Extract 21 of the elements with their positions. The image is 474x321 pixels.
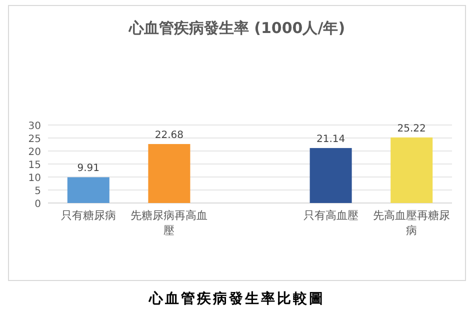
data-label: 22.68 [154, 130, 184, 142]
x-tick-label: 先糖尿病再高血壓 [130, 209, 208, 237]
y-tick-label: 15 [28, 160, 41, 171]
x-tick-label: 只有糖尿病 [60, 209, 116, 222]
y-tick-label: 5 [34, 186, 41, 197]
data-label: 21.14 [316, 134, 346, 146]
bar [390, 137, 433, 203]
y-tick-label: 25 [28, 134, 41, 145]
bar [148, 144, 190, 203]
y-tick-label: 0 [34, 199, 41, 210]
data-label: 25.22 [397, 123, 426, 134]
bar [67, 177, 110, 203]
data-label: 9.91 [77, 163, 100, 174]
text: 心血管疾病發生率比較圖 [148, 290, 325, 307]
bar [310, 148, 352, 203]
y-tick-label: 20 [28, 147, 41, 158]
chart-title: 心血管疾病發生率 (1000人/年) [128, 19, 346, 37]
x-tick-label: 先高血壓再糖尿病 [373, 209, 450, 237]
x-tick-label: 只有高血壓 [303, 209, 358, 222]
y-tick-label: 10 [28, 173, 41, 184]
y-tick-label: 30 [28, 121, 41, 132]
